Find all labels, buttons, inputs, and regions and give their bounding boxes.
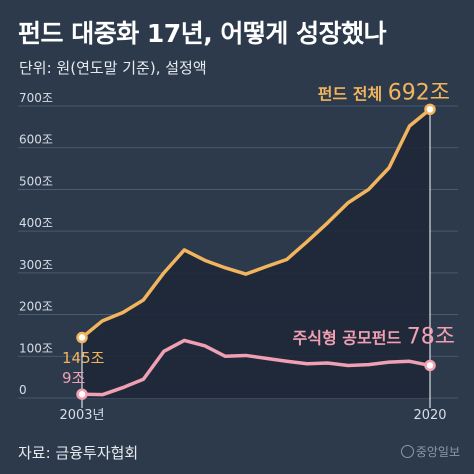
y-tick-label: 400조 — [19, 216, 53, 230]
total-fund-end-value: 692조 — [388, 80, 450, 105]
series-line-public-equity-fund — [80, 338, 432, 397]
end-point-public-equity-fund — [424, 359, 436, 372]
total-fund-start-value: 145조 — [62, 349, 105, 367]
y-tick-label: 500조 — [19, 174, 53, 188]
total-fund-series-name: 펀드 전체 — [318, 84, 388, 103]
series-line-total-fund — [80, 107, 432, 340]
start-point-public-equity-fund — [76, 388, 88, 400]
public-equity-fund-start-value: 9조 — [62, 369, 86, 387]
publisher-logo: 중앙일보 — [400, 443, 460, 460]
y-tick-label: 0 — [19, 383, 27, 397]
logo-text: 중앙일보 — [415, 445, 460, 459]
x-tick-label: 2020 — [413, 408, 446, 423]
source-note: 자료: 금융투자협회 — [18, 444, 139, 462]
public-equity-fund-label: 주식형 공모펀드 78조 — [293, 324, 455, 349]
y-tick-label: 300조 — [19, 258, 53, 272]
y-tick-label: 700조 — [19, 91, 53, 105]
chart-title: 펀드 대중화 17년, 어떻게 성장했나 — [18, 19, 387, 48]
chart-subtitle: 단위: 원(연도말 기준), 설정액 — [19, 59, 207, 77]
public-equity-fund-end-value: 78조 — [407, 324, 455, 349]
public-equity-fund-series-name: 주식형 공모펀드 — [293, 328, 407, 347]
x-tick-label: 2003년 — [59, 408, 104, 423]
y-tick-label: 600조 — [19, 133, 53, 147]
logo-icon — [400, 445, 414, 458]
total-area — [82, 109, 430, 398]
y-tick-label: 200조 — [19, 300, 53, 314]
total-fund-label: 펀드 전체 692조 — [318, 80, 450, 105]
end-point-total-fund — [424, 103, 436, 116]
start-point-total-fund — [76, 331, 88, 344]
y-tick-label: 100조 — [19, 341, 53, 355]
